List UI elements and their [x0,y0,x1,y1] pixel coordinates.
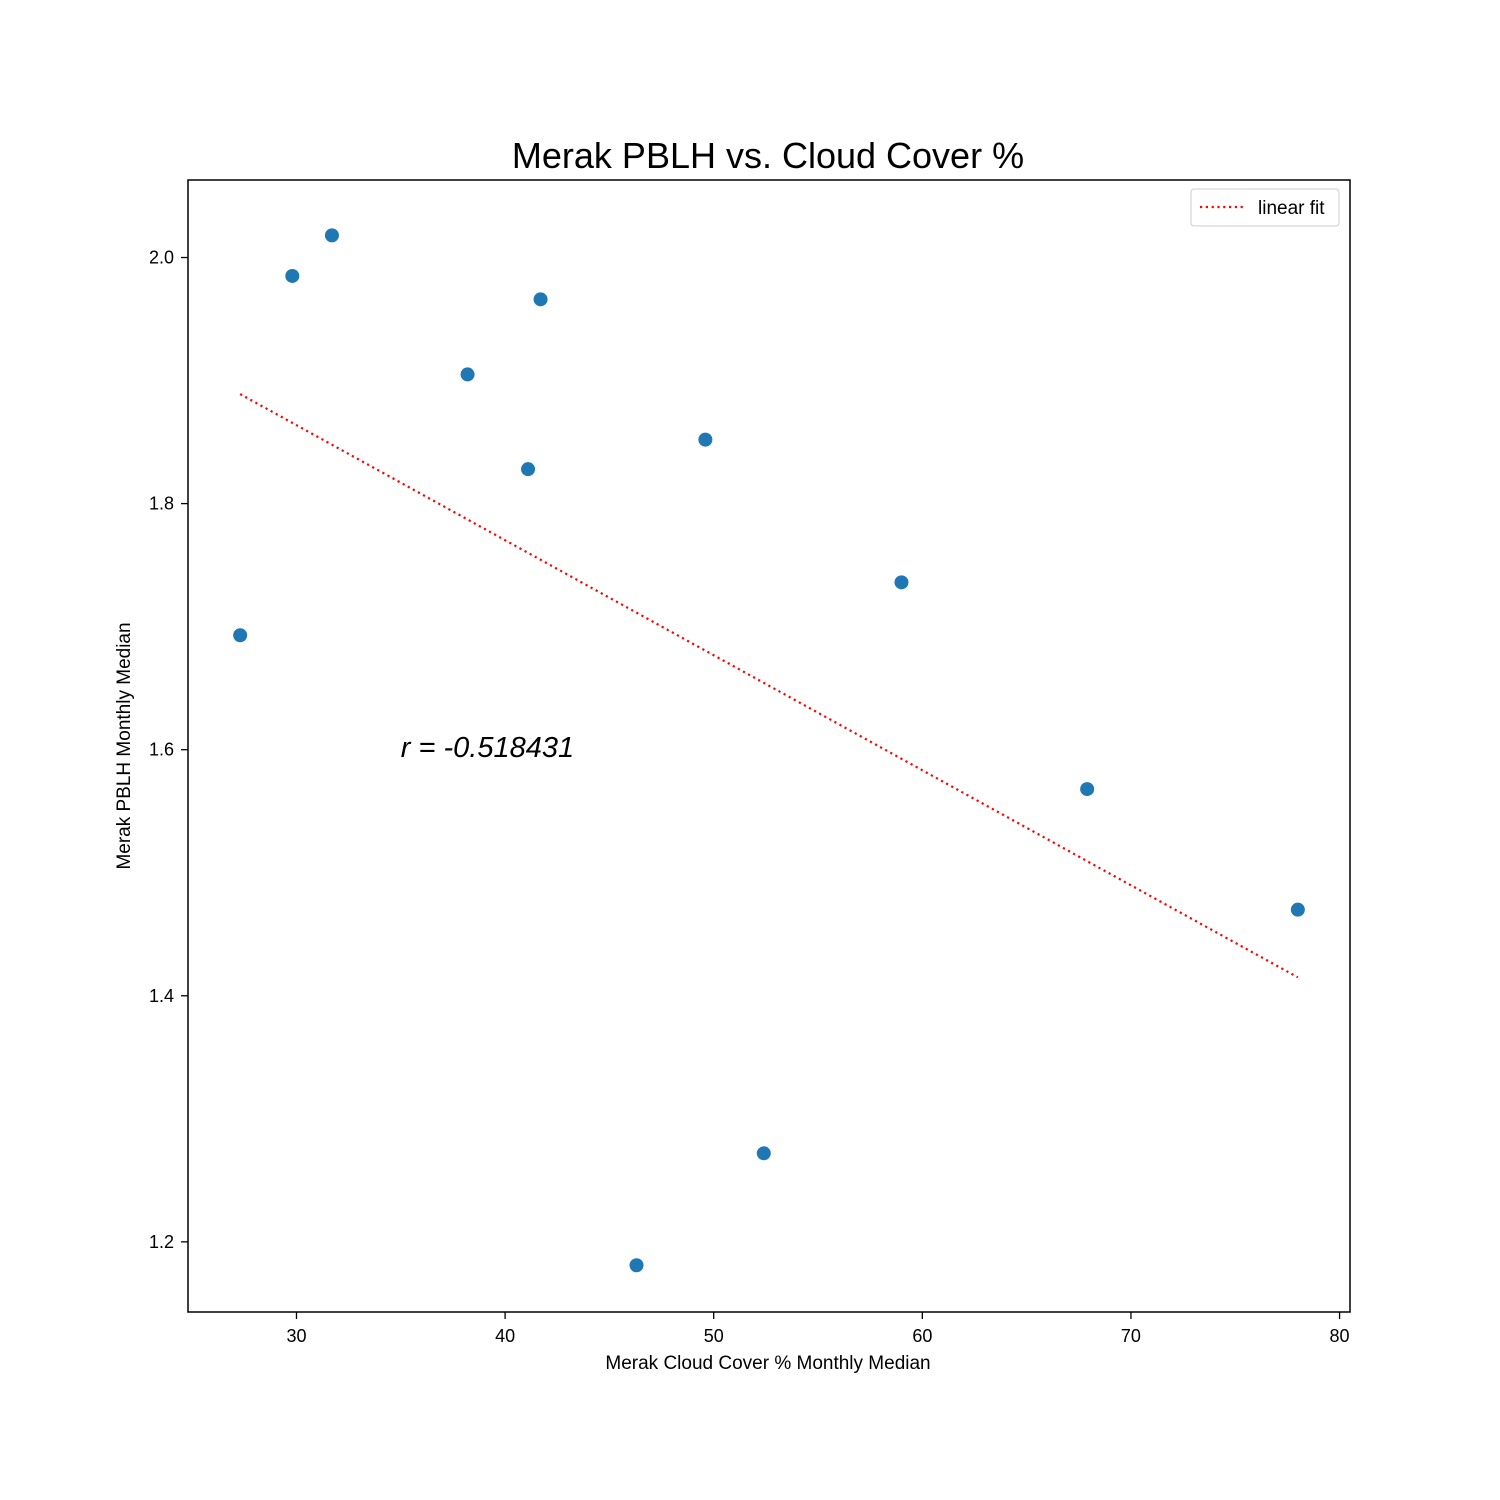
y-axis-label: Merak PBLH Monthly Median [114,622,135,869]
y-tick-label: 2.0 [149,248,174,268]
x-tick-label: 40 [495,1326,515,1346]
fit-line-layer [239,393,1299,979]
scatter-point [1290,902,1305,917]
legend: linear fit [1190,188,1340,227]
legend-box [1190,188,1340,227]
scatter-points [233,228,1305,1273]
plot-frame [187,179,1351,1313]
chart-title: Merak PBLH vs. Cloud Cover % [512,135,1024,176]
plot-area [187,179,1351,1313]
y-tick-label: 1.2 [149,1232,174,1252]
y-tick-label: 1.8 [149,494,174,514]
x-tick-label: 30 [286,1326,306,1346]
x-axis-label: Merak Cloud Cover % Monthly Median [605,1353,930,1374]
scatter-point [233,628,248,643]
x-tick-label: 50 [704,1326,724,1346]
y-tick-label: 1.6 [149,740,174,760]
correlation-annotation: r = -0.518431 [401,732,574,764]
y-axis: 1.2 1.4 1.6 1.8 2.0 [149,248,188,1252]
scatter-point [629,1258,644,1273]
scatter-point [533,292,548,307]
y-tick-label: 1.4 [149,986,174,1006]
x-tick-label: 60 [912,1326,932,1346]
scatter-point [698,432,713,447]
scatter-point [324,228,339,243]
annotations: r = -0.518431 [401,732,574,764]
scatter-point [1080,782,1095,797]
x-axis: 30 40 50 60 70 80 [286,1312,1350,1346]
linear-fit-line [239,393,1299,979]
scatter-point [894,575,909,590]
x-tick-label: 80 [1330,1326,1350,1346]
scatter-point [460,367,475,382]
scatter-point [285,268,300,283]
scatter-point [521,462,536,477]
x-tick-label: 70 [1121,1326,1141,1346]
scatter-point [756,1146,771,1161]
legend-linear-fit-label: linear fit [1258,198,1325,219]
